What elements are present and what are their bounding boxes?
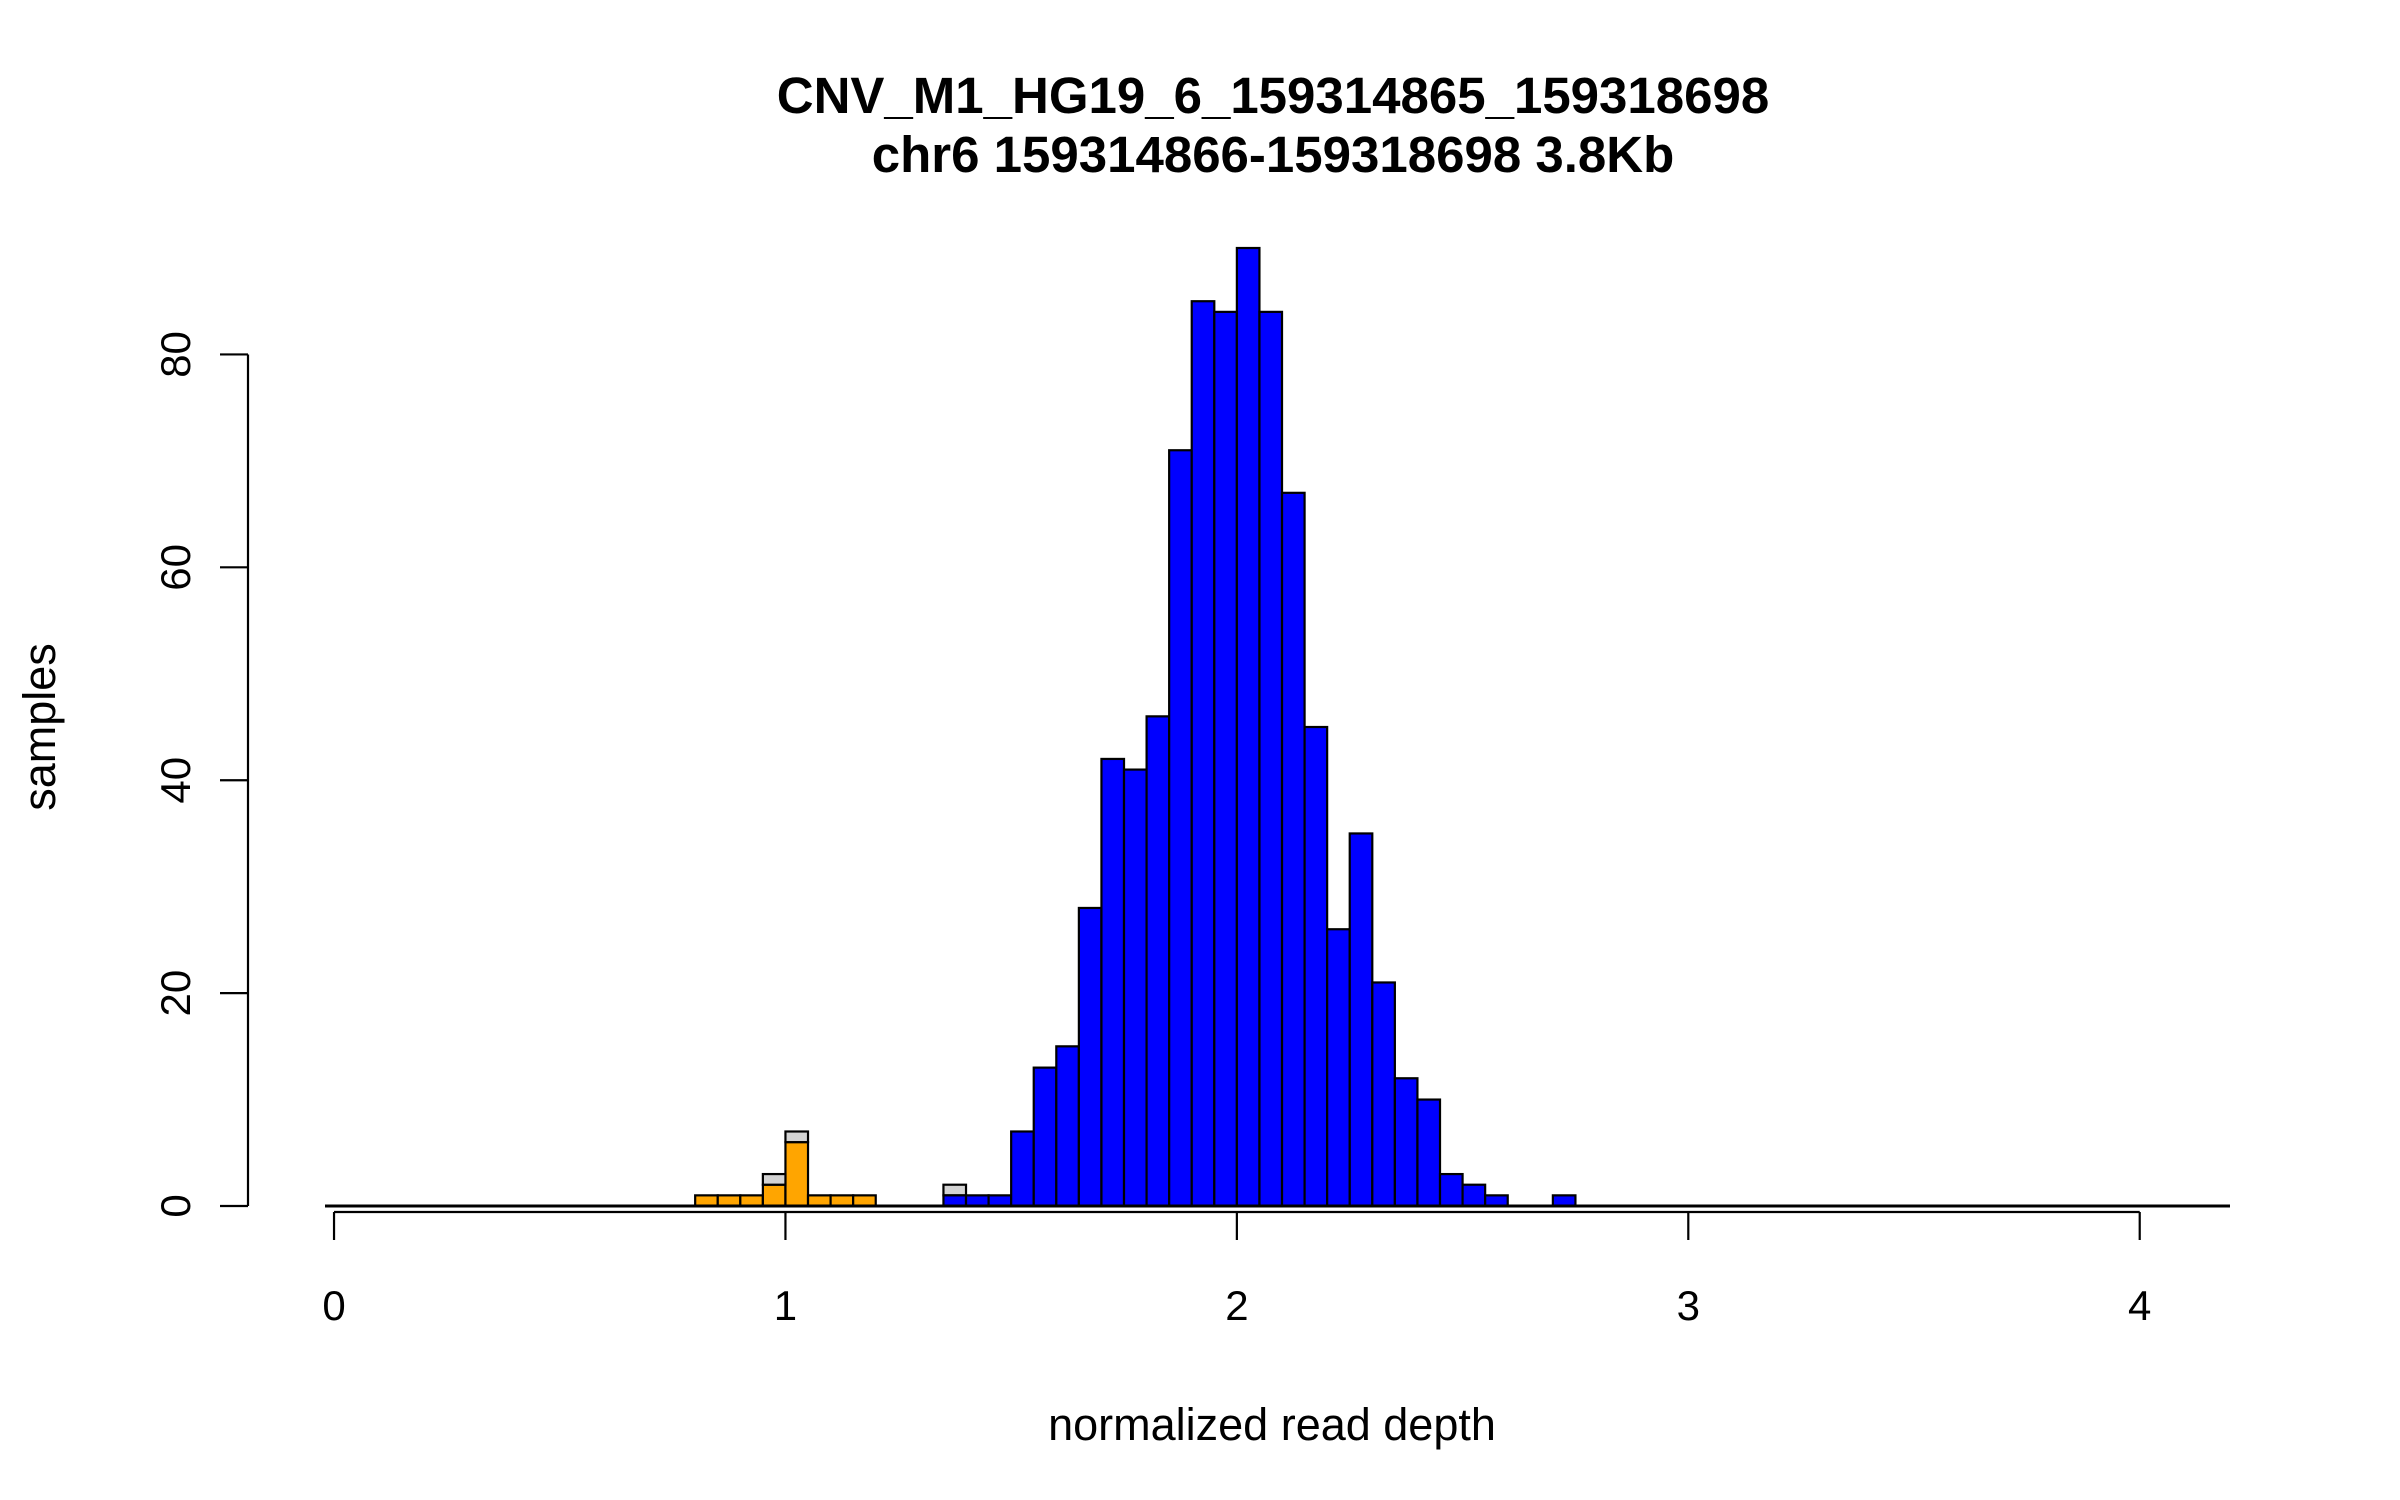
y-tick-label: 60 (152, 544, 199, 591)
histogram-bar-orange (852, 1194, 877, 1208)
histogram-bar-gray (761, 1172, 787, 1186)
histogram-bar-gray (784, 1130, 810, 1144)
y-axis-label: samples (14, 643, 65, 811)
histogram-bar-blue (942, 1194, 968, 1208)
y-tick-label: 80 (152, 331, 199, 378)
histogram-bar-blue (1393, 1077, 1419, 1208)
y-tick-label: 40 (152, 757, 199, 804)
histogram-bar-orange (716, 1194, 742, 1208)
histogram-bar-blue (1235, 246, 1261, 1208)
histogram-bar-blue (1122, 768, 1148, 1208)
y-tick-label: 20 (152, 970, 199, 1017)
histogram-bar-blue (1326, 928, 1351, 1208)
histogram-bar-blue (1438, 1172, 1464, 1208)
y-tick-label: 0 (152, 1194, 199, 1217)
histogram-bar-blue (1461, 1183, 1487, 1208)
histogram-bars (694, 246, 1577, 1208)
histogram-bar-blue (1168, 449, 1193, 1208)
histogram-bar-blue (1551, 1194, 1577, 1208)
y-axis: 0 20 40 60 80 (152, 331, 250, 1218)
x-axis: 0 1 2 3 4 (322, 1210, 2151, 1329)
x-tick-label: 3 (1677, 1282, 1700, 1329)
histogram-bar-blue (1416, 1098, 1442, 1208)
histogram-bar-orange (739, 1194, 764, 1208)
histogram-bar-blue (1100, 757, 1126, 1208)
histogram-bar-blue (1371, 981, 1396, 1208)
x-tick-label: 0 (322, 1282, 345, 1329)
histogram-bar-blue (1484, 1194, 1509, 1208)
histogram-bar-blue (1190, 300, 1216, 1208)
histogram-bar-blue (1055, 1045, 1080, 1208)
histogram-bar-blue (1213, 310, 1238, 1208)
histogram-bar-orange (784, 1141, 810, 1208)
histogram-bar-blue (987, 1194, 1013, 1208)
histogram-bar-blue (1303, 725, 1329, 1208)
histogram-bar-gray (942, 1183, 968, 1197)
histogram-bar-blue (1145, 715, 1171, 1208)
histogram-bar-blue (1032, 1066, 1058, 1208)
histogram-bar-blue (1010, 1130, 1035, 1208)
histogram-bar-blue (1077, 906, 1103, 1208)
histogram-bar-blue (1258, 310, 1284, 1208)
histogram-bar-orange (829, 1194, 855, 1208)
chart-title: CNV_M1_HG19_6_159314865_159318698 (777, 67, 1769, 124)
x-axis-label: normalized read depth (1048, 1399, 1496, 1450)
histogram-bar-orange (761, 1183, 787, 1208)
histogram-bar-blue (1280, 491, 1306, 1208)
chart-subtitle: chr6 159314866-159318698 3.8Kb (872, 126, 1674, 183)
histogram-bar-blue (964, 1194, 990, 1208)
histogram-bar-blue (1348, 832, 1374, 1208)
histogram-bar-orange (694, 1194, 719, 1208)
x-tick-label: 2 (1225, 1282, 1248, 1329)
x-tick-label: 1 (774, 1282, 797, 1329)
x-tick-label: 4 (2128, 1282, 2151, 1329)
histogram-bar-orange (806, 1194, 832, 1208)
